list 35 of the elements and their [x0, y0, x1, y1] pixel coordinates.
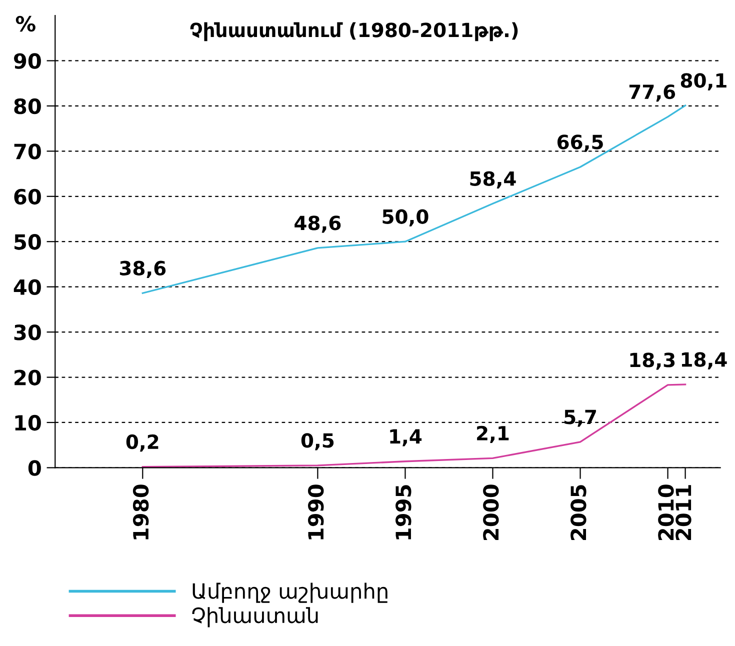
y-tick-label: 10 [15, 414, 41, 431]
data-label: 48,6 [294, 216, 341, 233]
x-tick-label: 2000 [483, 484, 499, 540]
data-label: 5,7 [564, 410, 596, 427]
data-label: 58,4 [470, 171, 516, 188]
x-tick-label: 1980 [132, 484, 149, 540]
data-label: 38,6 [120, 260, 166, 278]
data-label: 18,4 [682, 352, 727, 370]
x-tick-label: 1990 [308, 484, 324, 540]
data-label: 1,4 [390, 429, 422, 446]
legend-label: Չինաստան [192, 607, 318, 628]
x-tick-label: 2005 [570, 485, 586, 540]
y-tick-label: 90 [14, 53, 41, 69]
x-tick-label: 1995 [396, 485, 412, 540]
data-label: 66,5 [557, 134, 603, 152]
data-label: 77,6 [629, 84, 676, 102]
data-label: 0,5 [301, 433, 334, 450]
y-tick-label: 30 [14, 324, 41, 340]
y-tick-label: 60 [14, 188, 41, 205]
data-label: 18,3 [630, 352, 675, 370]
y-axis-title: % [16, 16, 36, 32]
data-label: 0,2 [126, 434, 158, 452]
x-tick-label: 2010 [658, 484, 674, 540]
data-label: 50,0 [382, 209, 428, 226]
legend-label: Ամբողջ աշխարհը [192, 582, 388, 603]
y-tick-label: 0 [28, 460, 41, 476]
y-tick-label: 20 [14, 370, 41, 386]
chart-title: Չինաստանում (1980-2011թթ.) [190, 22, 518, 42]
y-tick-label: 70 [14, 144, 41, 160]
y-tick-label: 80 [14, 98, 41, 114]
data-label: 80,1 [680, 73, 726, 90]
data-label: 2,1 [477, 426, 509, 444]
x-tick-label: 2011 [676, 485, 692, 540]
y-tick-label: 50 [14, 234, 41, 250]
y-tick-label: 40 [14, 279, 41, 296]
